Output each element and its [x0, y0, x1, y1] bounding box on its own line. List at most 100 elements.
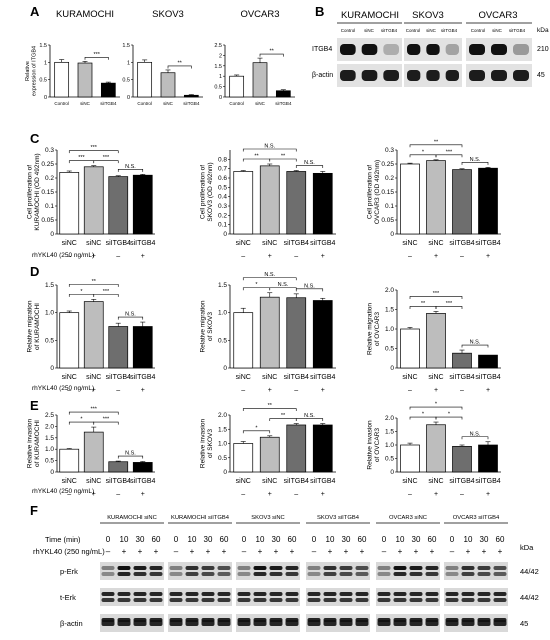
treatment-sign: –: [294, 253, 298, 260]
category-label: siNC: [62, 374, 77, 381]
significance-label: **: [434, 139, 439, 145]
blot-f-rh-sign: +: [190, 547, 195, 556]
category-label: siNC: [236, 374, 251, 381]
blot-f-band: [237, 566, 251, 570]
treatment-sign: –: [67, 491, 71, 498]
treatment-sign: +: [434, 253, 438, 260]
y-tick-label: 0.7: [218, 166, 227, 173]
treatment-sign: +: [141, 387, 145, 394]
western-blot-f: Time (min) rhYKL40 (250 ng/mL) kDa p-Erk…: [33, 515, 539, 632]
y-tick-label: 0.25: [41, 161, 54, 168]
category-label: Control: [137, 101, 152, 106]
blot-f-band: [201, 572, 215, 576]
blot-f-band: [169, 566, 183, 570]
blot-b-lane-label: Control: [341, 28, 356, 33]
blot-f-time-value: 0: [312, 535, 317, 544]
treatment-sign: –: [67, 253, 71, 260]
blot-f-band: [101, 620, 115, 626]
category-label: siNC: [428, 240, 443, 247]
category-label: siNC: [86, 478, 101, 485]
y-tick-label: 1.0: [218, 310, 227, 317]
significance-bracket: [242, 148, 297, 152]
blot-f-band: [237, 620, 251, 626]
treatment-sign: +: [486, 253, 490, 260]
blot-b-band: [426, 70, 440, 81]
significance-label: N.S.: [264, 272, 275, 278]
y-axis-label-line: of OVCAR3: [374, 428, 381, 462]
significance-label: N.S.: [278, 282, 289, 288]
treatment-sign: –: [408, 253, 412, 260]
blot-f-band: [117, 566, 131, 570]
bar: [229, 75, 245, 98]
significance-bracket: [435, 416, 463, 420]
bar: [108, 176, 129, 235]
blot-f-band: [217, 572, 231, 576]
blot-f-band: [393, 572, 407, 576]
category-label: siITGB4: [310, 478, 335, 485]
y-tick-label: 2.0: [45, 423, 54, 430]
blot-b-band: [361, 44, 378, 55]
blot-f-time-value: 10: [464, 535, 473, 544]
category-label: siITGB4: [284, 240, 309, 247]
blot-f-band: [377, 598, 391, 602]
blot-f-band: [323, 572, 337, 576]
significance-label: *: [80, 289, 83, 295]
significance-label: **: [421, 301, 426, 307]
bar: [452, 446, 472, 473]
blot-f-rh-sign: +: [222, 547, 227, 556]
blot-f-kda-value: 45: [520, 619, 528, 628]
blot-f-band: [425, 566, 439, 570]
y-tick-label: 0.05: [381, 217, 394, 224]
y-tick-label: 0.25: [381, 161, 394, 168]
significance-label: **: [281, 413, 286, 419]
blot-f-rh-sign: +: [258, 547, 263, 556]
bar: [183, 94, 199, 98]
blot-f-band: [201, 566, 215, 570]
blot-f-membrane: [444, 614, 508, 632]
blot-f-band: [461, 592, 475, 596]
category-label: siITGB4: [106, 240, 131, 247]
blot-f-rh-sign: +: [466, 547, 471, 556]
category-label: siITGB4: [130, 240, 155, 247]
y-tick-label: 0.5: [45, 337, 54, 344]
blot-f-band: [253, 566, 267, 570]
significance-bracket: [461, 436, 489, 440]
blot-f-membrane: [376, 614, 440, 632]
significance-label: ***: [446, 301, 453, 307]
blot-f-rh-sign: +: [482, 547, 487, 556]
blot-f-band: [393, 598, 407, 602]
significance-label: *: [255, 282, 258, 288]
bar: [160, 72, 176, 98]
significance-label: ***: [103, 417, 110, 423]
category-label: siITGB4: [130, 478, 155, 485]
significance-bracket: [68, 284, 119, 287]
chart-title: OVCAR3: [240, 9, 279, 20]
y-tick-label: 0.2: [385, 175, 394, 182]
blot-f-band: [445, 566, 459, 570]
significance-label: N.S.: [470, 431, 481, 437]
blot-f-band: [201, 598, 215, 602]
y-tick-label: 0.5: [45, 458, 54, 465]
y-tick-label: 0.15: [381, 189, 394, 196]
blot-f-time-value: 10: [396, 535, 405, 544]
blot-f-band: [461, 566, 475, 570]
blot-f-band: [133, 566, 147, 570]
bar: [400, 444, 420, 473]
y-tick-label: 1: [44, 60, 47, 66]
treatment-sign: +: [268, 491, 272, 498]
blot-f-band: [425, 598, 439, 602]
blot-b-row-label: β-actin: [312, 72, 333, 79]
blot-f-time-value: 0: [106, 535, 111, 544]
y-tick-label: 1: [127, 60, 130, 66]
y-axis-label: Relative migrationof SKOV3: [199, 300, 213, 352]
y-tick-label: 0: [223, 365, 227, 372]
category-label: siITGB4: [284, 374, 309, 381]
blot-f-kda-value: 44/42: [520, 567, 539, 576]
bar: [83, 301, 104, 369]
category-label: siNC: [62, 478, 77, 485]
significance-label: *: [435, 402, 438, 408]
y-axis-label-line: Relative migration: [366, 303, 373, 355]
treatment-sign: –: [294, 387, 298, 394]
category-label: siITGB4: [130, 374, 155, 381]
blot-f-band: [477, 572, 491, 576]
